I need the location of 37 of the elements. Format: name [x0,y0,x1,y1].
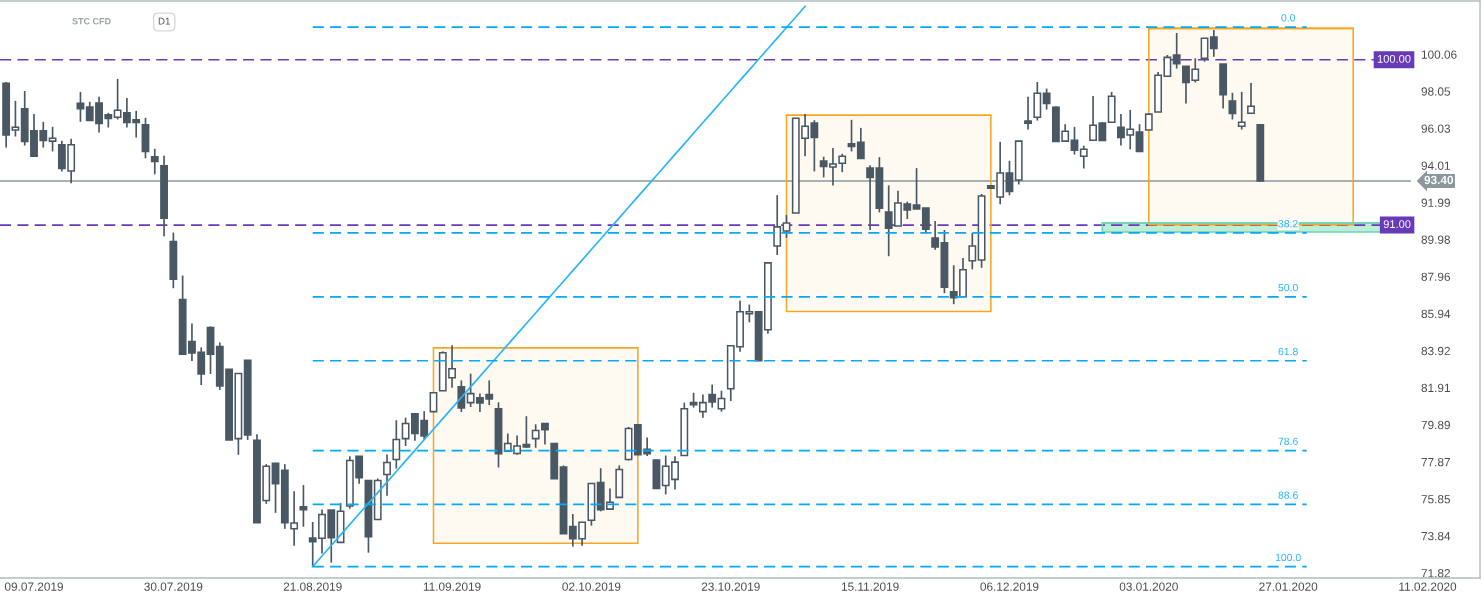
y-tick-label: 81.91 [1421,383,1450,393]
y-tick-label: 73.84 [1421,531,1451,541]
annotation: 100.0 [1275,553,1301,562]
ref-line-label: 91.00 [1383,220,1411,229]
y-tick-label: 77.87 [1421,457,1450,467]
ref-line-label: 93.40 [1424,175,1454,185]
y-tick-label: 96.03 [1421,124,1451,133]
x-tick-label: 11.02.2020 [1399,582,1457,591]
annotation: 61.8 [1278,347,1298,356]
y-tick-label: 71.82 [1421,569,1450,578]
ref-line-label: 100.00 [1377,54,1411,63]
x-tick-label: 09.07.2019 [4,582,63,591]
x-tick-label: 15.11.2019 [841,582,899,591]
annotation: D1 [158,17,170,25]
y-tick-label: 75.85 [1421,495,1451,504]
annotation: STC CFD [72,18,111,25]
x-tick-label: 21.08.2019 [283,582,342,591]
x-tick-label: 23.10.2019 [701,582,760,591]
x-tick-label: 27.01.2020 [1259,582,1318,591]
x-tick-label: 02.10.2019 [562,582,621,591]
y-tick-label: 91.99 [1421,198,1450,207]
y-tick-label: 94.01 [1421,161,1450,170]
x-tick-label: 11.09.2019 [423,582,481,591]
y-tick-label: 89.98 [1421,235,1451,244]
y-tick-label: 85.94 [1421,309,1451,319]
y-tick-label: 87.96 [1421,272,1451,281]
annotation: 50.0 [1278,283,1298,292]
x-tick-label: 03.01.2020 [1119,582,1178,591]
x-tick-label: 30.07.2019 [144,582,203,591]
y-tick-label: 79.89 [1421,420,1450,430]
x-tick-label: 06.12.2019 [980,582,1039,591]
annotation: 0.0 [1281,14,1295,22]
annotation: 78.6 [1278,437,1298,446]
y-tick-label: 83.92 [1421,346,1450,356]
y-tick-label: 100.06 [1421,50,1457,59]
annotation: 88.6 [1278,491,1298,499]
y-tick-label: 98.05 [1421,87,1451,96]
